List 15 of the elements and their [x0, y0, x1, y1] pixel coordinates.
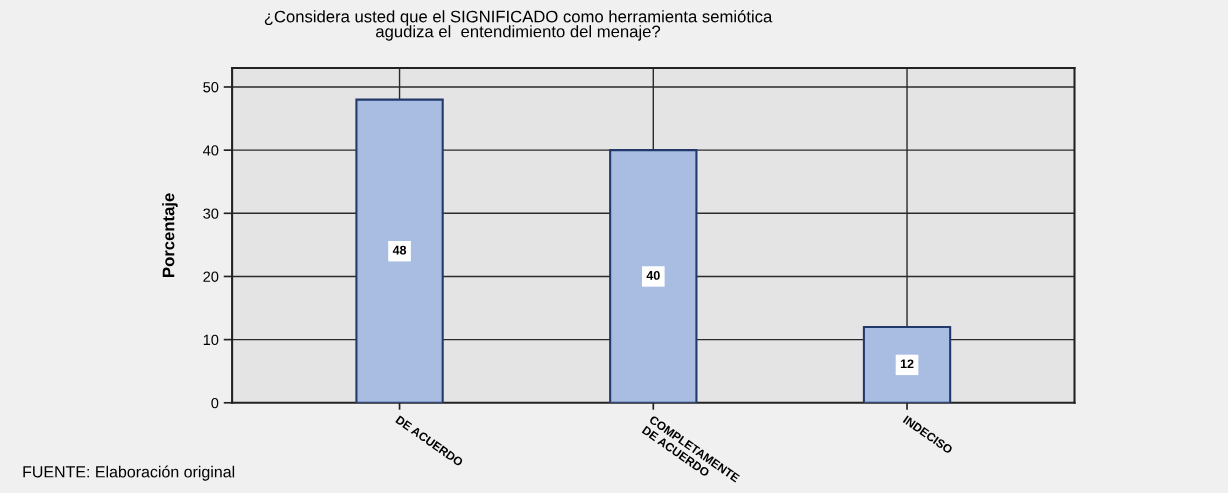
y-tick-label: 50 [203, 82, 219, 93]
y-tick-label: 40 [203, 145, 219, 156]
y-tick-label: 20 [203, 271, 219, 282]
source-note: FUENTE: Elaboración original [23, 465, 235, 481]
chart-title: ¿Considera usted que el SIGNIFICADO como herramienta semiótica agudiza el entendimiento del menaje? [264, 10, 773, 41]
bar [355, 98, 444, 403]
data-label: 40 [646, 270, 660, 280]
bar [862, 325, 952, 403]
y-axis-title: Porcentaje [162, 193, 178, 277]
data-label: 48 [392, 245, 407, 255]
bar [609, 149, 698, 403]
y-tick-label: 30 [203, 208, 219, 219]
y-tick-label: 10 [203, 334, 219, 346]
y-tick-label: 0 [211, 397, 219, 409]
data-label: 12 [900, 359, 914, 369]
